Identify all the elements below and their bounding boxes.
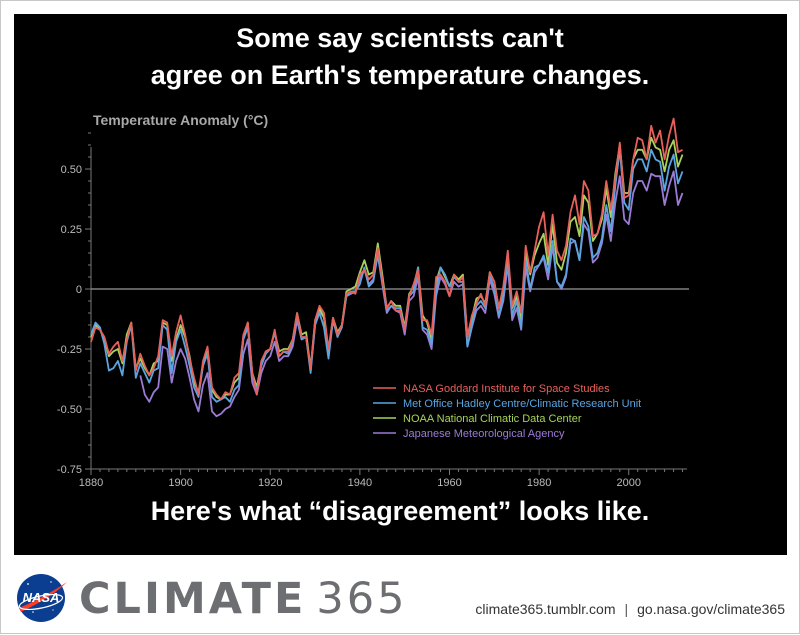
x-tick-label: 1940 (348, 477, 372, 489)
brand-365: 365 (316, 574, 408, 624)
brand-climate: CLIMATE (79, 574, 307, 624)
headline-line-1: Some say scientists can't (236, 23, 564, 53)
headline-line-2: agree on Earth's temperature changes. (150, 60, 650, 90)
nasa-logo: NASA (17, 574, 67, 622)
series-line-0 (90, 117, 683, 401)
legend-label: Met Office Hadley Centre/Climatic Resear… (403, 398, 641, 410)
x-tick-label: 1900 (168, 477, 192, 489)
y-tick-label: -0.75 (57, 464, 82, 476)
climate365-wordmark: CLIMATE 365 (79, 574, 407, 624)
x-tick-label: 1880 (79, 477, 103, 489)
x-axis: 1880 1900 1920 1940 1960 1980 2000 (79, 468, 687, 489)
y-tick-label: -0.25 (57, 344, 82, 356)
x-tick-label: 1980 (527, 477, 551, 489)
bottom-headline: Here's what “disagreement” looks like. (150, 496, 650, 526)
y-tick-label: -0.50 (57, 404, 82, 416)
y-axis: 0.50 0.25 0 -0.25 -0.50 -0.75 (57, 132, 92, 476)
x-tick-label: 1920 (258, 477, 282, 489)
series-lines (90, 117, 684, 418)
y-tick-label: 0.50 (61, 164, 82, 176)
footer-separator: | (624, 601, 629, 617)
y-tick-label: 0 (76, 284, 82, 296)
y-tick-label: 0.25 (61, 224, 82, 236)
series-line-2 (90, 136, 684, 401)
chart-title: Temperature Anomaly (°C) (93, 112, 268, 128)
footer-link-nasa[interactable]: go.nasa.gov/climate365 (637, 601, 785, 617)
legend-label: Japanese Meteorological Agency (403, 428, 565, 440)
series-line-1 (90, 148, 684, 403)
legend: NASA Goddard Institute for Space Studies… (373, 383, 641, 440)
legend-label: NOAA National Climatic Data Center (403, 413, 582, 425)
x-tick-label: 1960 (437, 477, 461, 489)
legend-label: NASA Goddard Institute for Space Studies (403, 383, 610, 395)
footer-links: climate365.tumblr.com | go.nasa.gov/climat… (475, 601, 785, 617)
chart-panel (14, 14, 787, 555)
footer-link-tumblr[interactable]: climate365.tumblr.com (475, 601, 616, 617)
nasa-logo-wordmark: NASA (23, 590, 60, 605)
x-tick-label: 2000 (617, 477, 641, 489)
